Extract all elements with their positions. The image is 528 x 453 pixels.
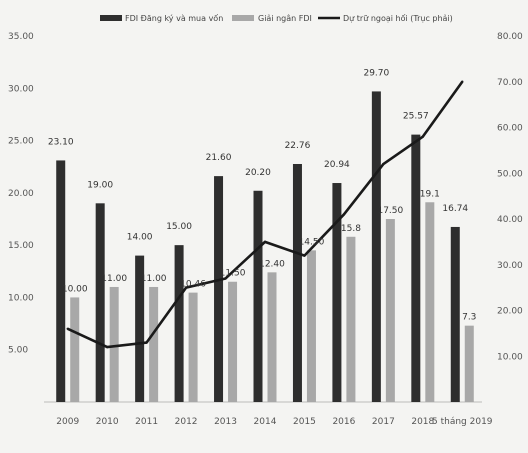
bar-fdi-disbursed (188, 292, 198, 402)
legend-label-forex-reserves: Dự trữ ngoại hối (Trục phải) (343, 13, 453, 24)
left-axis-tick: 5.00 (8, 346, 28, 356)
x-axis-tick: 2018 (411, 417, 434, 427)
bar-fdi-registered (253, 190, 263, 402)
bar-fdi-disbursed (385, 219, 395, 402)
data-label-fdi-registered: 25.57 (403, 112, 429, 122)
point-forex-reserves (263, 240, 267, 244)
right-axis-tick: 10.00 (497, 352, 523, 362)
bar-fdi-registered (371, 91, 381, 403)
data-label-fdi-registered: 20.94 (324, 160, 350, 170)
bar-fdi-registered (411, 134, 421, 403)
data-label-fdi-registered: 23.10 (48, 137, 74, 147)
x-axis-tick: 2011 (135, 417, 158, 427)
point-forex-reserves (303, 254, 306, 257)
legend-label-fdi-disbursed: Giải ngân FDI (258, 13, 312, 23)
data-label-fdi-registered: 21.60 (206, 153, 232, 163)
point-forex-reserves (421, 135, 425, 138)
right-axis-tick: 70.00 (497, 78, 523, 88)
x-axis-tick: 2009 (56, 417, 79, 427)
bar-fdi-registered (56, 160, 66, 402)
point-forex-reserves (184, 286, 188, 289)
data-label-fdi-registered: 22.76 (285, 141, 311, 151)
x-axis-tick: 2016 (332, 417, 355, 427)
bar-fdi-registered (95, 203, 105, 402)
data-label-fdi-disbursed: 12.40 (259, 259, 285, 269)
bar-fdi-disbursed (267, 272, 277, 402)
data-label-fdi-disbursed: 10.46 (180, 280, 206, 290)
data-label-fdi-registered: 16.74 (442, 204, 468, 214)
data-label-fdi-disbursed: 14.50 (299, 237, 325, 247)
bar-fdi-registered (332, 183, 342, 402)
point-forex-reserves (66, 327, 69, 330)
bar-fdi-registered (174, 245, 184, 402)
point-forex-reserves (224, 277, 227, 280)
data-label-fdi-disbursed: 7.3 (462, 313, 476, 323)
x-axis-tick: 2017 (372, 417, 395, 427)
x-axis-tick: 2012 (175, 417, 198, 427)
bar-fdi-disbursed (464, 325, 474, 402)
x-axis-tick: 2015 (293, 417, 316, 427)
point-forex-reserves (105, 345, 109, 349)
left-axis-tick: 10.00 (8, 293, 34, 303)
bar-fdi-disbursed (109, 286, 119, 402)
right-axis-tick: 80.00 (497, 32, 523, 42)
data-label-fdi-registered: 15.00 (166, 222, 192, 232)
data-label-fdi-registered: 20.20 (245, 168, 271, 178)
legend-swatch-fdi-registered (100, 15, 122, 21)
data-label-fdi-disbursed: 11.00 (141, 274, 167, 284)
bar-fdi-disbursed (149, 286, 159, 402)
bar-fdi-disbursed (425, 202, 435, 402)
data-label-fdi-disbursed: 11.50 (220, 269, 246, 279)
point-forex-reserves (382, 162, 385, 166)
point-forex-reserves (342, 213, 346, 216)
x-axis-tick: 2014 (254, 417, 277, 427)
data-label-fdi-disbursed: 15.8 (341, 224, 361, 234)
x-axis-tick: 2013 (214, 417, 237, 427)
bar-fdi-registered (214, 176, 224, 402)
bar-fdi-registered (450, 226, 460, 402)
bar-fdi-disbursed (346, 236, 356, 402)
bar-fdi-disbursed (70, 297, 80, 402)
bar-fdi-registered (292, 163, 302, 402)
left-axis-tick: 30.00 (8, 84, 34, 94)
x-axis-tick: 2010 (96, 417, 119, 427)
data-label-fdi-disbursed: 11.00 (101, 274, 127, 284)
data-label-fdi-registered: 14.00 (127, 233, 153, 243)
right-axis-tick: 50.00 (497, 169, 523, 179)
bar-fdi-disbursed (306, 250, 316, 402)
right-axis-tick: 40.00 (497, 215, 523, 225)
right-axis-tick: 60.00 (497, 124, 523, 134)
data-label-fdi-disbursed: 19.1 (420, 189, 440, 199)
legend-label-fdi-registered: FDI Đăng ký và mua vốn (125, 13, 223, 23)
left-axis-tick: 25.00 (8, 137, 34, 147)
right-axis-tick: 30.00 (497, 261, 523, 271)
left-axis-tick: 35.00 (8, 32, 34, 42)
x-axis-tick: 5 tháng 2019 (432, 417, 493, 427)
data-label-fdi-registered: 29.70 (363, 68, 389, 78)
left-axis-tick: 20.00 (8, 189, 34, 199)
point-forex-reserves (461, 80, 464, 83)
data-label-fdi-disbursed: 17.50 (377, 206, 403, 216)
bar-fdi-disbursed (228, 281, 238, 402)
point-forex-reserves (145, 341, 148, 344)
bar-fdi-registered (135, 255, 145, 402)
legend-swatch-fdi-disbursed (232, 15, 254, 21)
data-label-fdi-registered: 19.00 (87, 180, 113, 190)
left-axis-tick: 15.00 (8, 241, 34, 251)
right-axis-tick: 20.00 (497, 307, 523, 317)
data-label-fdi-disbursed: 10.00 (62, 284, 88, 294)
